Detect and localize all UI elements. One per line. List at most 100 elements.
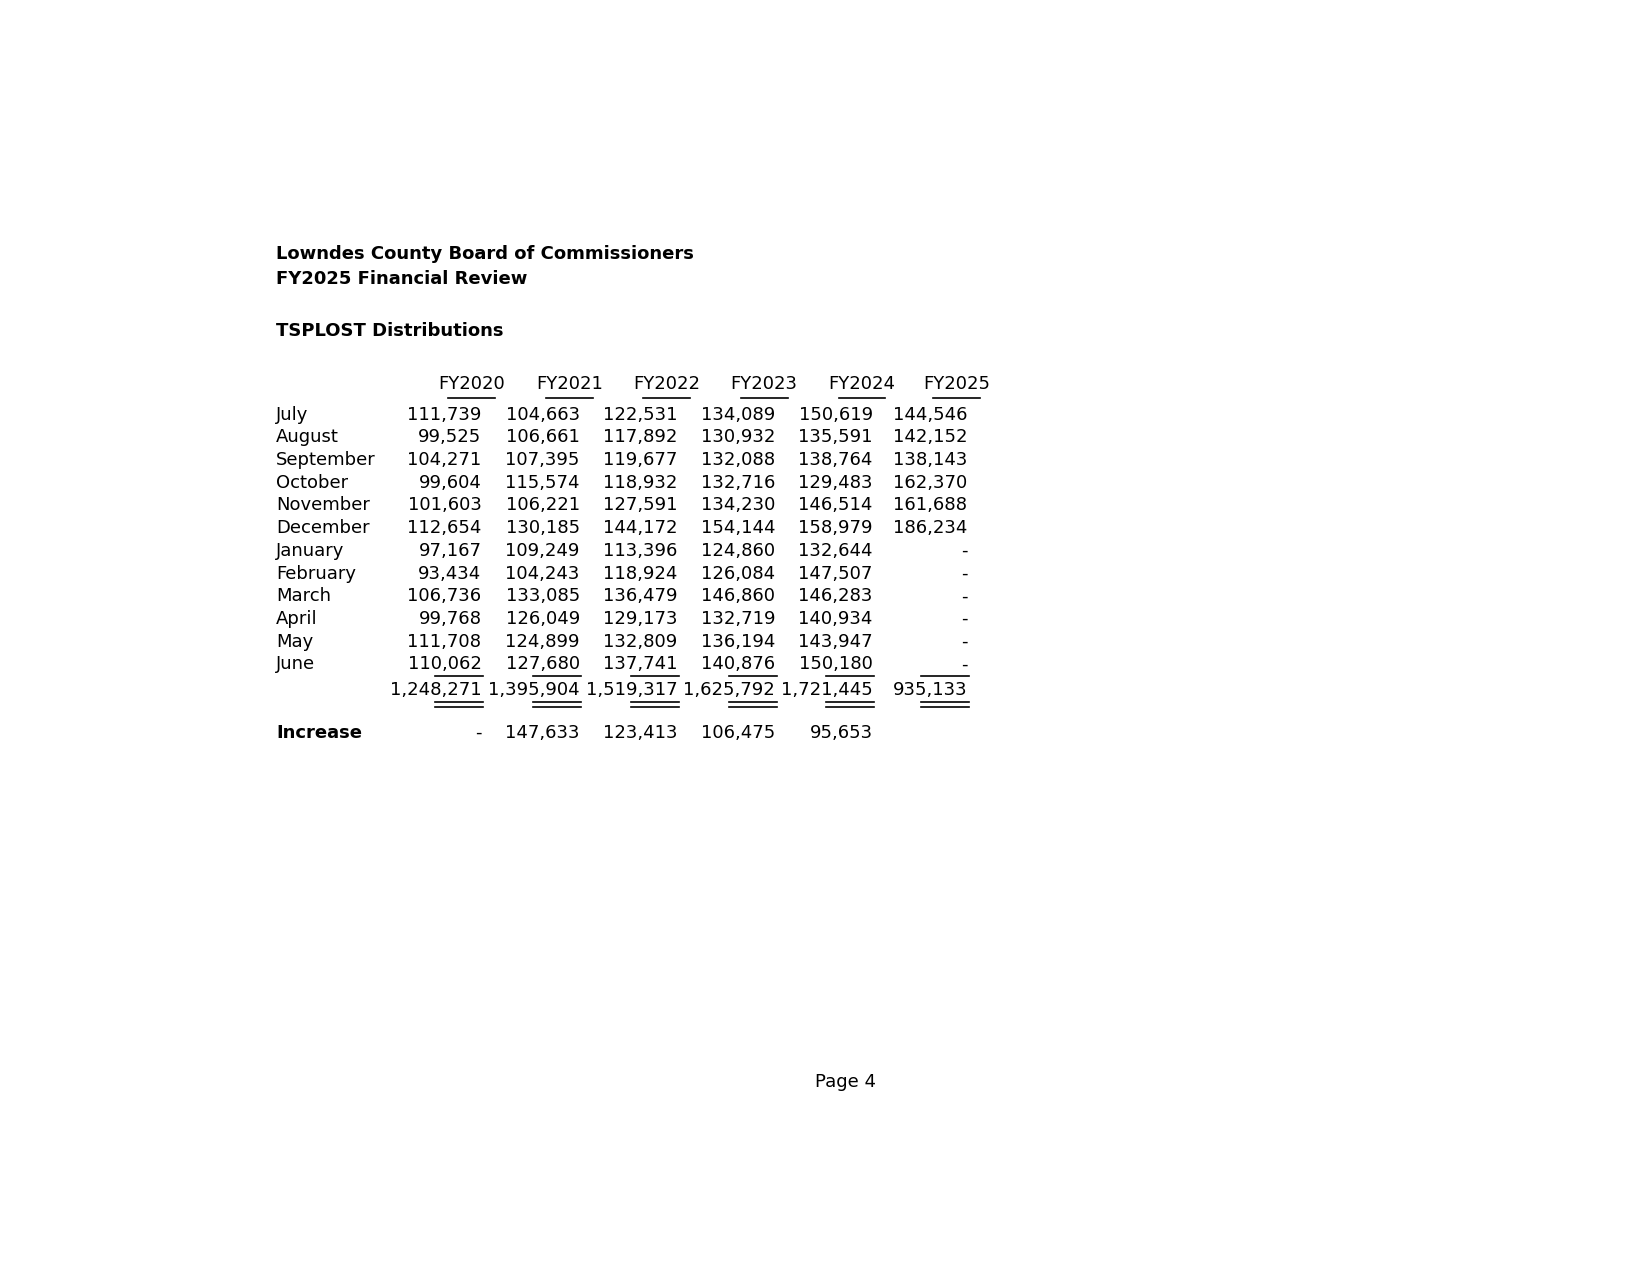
Text: 97,167: 97,167 <box>419 542 482 560</box>
Text: 126,049: 126,049 <box>505 609 579 629</box>
Text: FY2022: FY2022 <box>634 375 700 393</box>
Text: 106,736: 106,736 <box>408 588 482 606</box>
Text: 132,716: 132,716 <box>701 474 776 492</box>
Text: 154,144: 154,144 <box>701 519 776 537</box>
Text: 136,194: 136,194 <box>701 632 776 650</box>
Text: 130,932: 130,932 <box>701 428 776 446</box>
Text: 99,768: 99,768 <box>419 609 482 629</box>
Text: 1,395,904: 1,395,904 <box>488 681 579 699</box>
Text: FY2025 Financial Review: FY2025 Financial Review <box>276 270 528 288</box>
Text: 129,173: 129,173 <box>602 609 678 629</box>
Text: 106,661: 106,661 <box>507 428 579 446</box>
Text: -: - <box>960 588 967 606</box>
Text: 1,519,317: 1,519,317 <box>586 681 678 699</box>
Text: 117,892: 117,892 <box>604 428 678 446</box>
Text: 124,899: 124,899 <box>505 632 579 650</box>
Text: 132,809: 132,809 <box>604 632 678 650</box>
Text: October: October <box>276 474 348 492</box>
Text: 115,574: 115,574 <box>505 474 579 492</box>
Text: 106,475: 106,475 <box>701 724 776 742</box>
Text: 99,525: 99,525 <box>417 428 482 446</box>
Text: 123,413: 123,413 <box>602 724 678 742</box>
Text: 138,143: 138,143 <box>893 451 967 469</box>
Text: 146,514: 146,514 <box>799 496 873 514</box>
Text: 146,860: 146,860 <box>701 588 776 606</box>
Text: 111,708: 111,708 <box>408 632 482 650</box>
Text: 935,133: 935,133 <box>893 681 967 699</box>
Text: September: September <box>276 451 376 469</box>
Text: 138,764: 138,764 <box>799 451 873 469</box>
Text: December: December <box>276 519 370 537</box>
Text: 127,680: 127,680 <box>505 655 579 673</box>
Text: 144,546: 144,546 <box>893 405 967 423</box>
Text: Increase: Increase <box>276 724 361 742</box>
Text: 1,248,271: 1,248,271 <box>389 681 482 699</box>
Text: 140,876: 140,876 <box>701 655 776 673</box>
Text: -: - <box>960 565 967 583</box>
Text: 136,479: 136,479 <box>602 588 678 606</box>
Text: 1,721,445: 1,721,445 <box>780 681 873 699</box>
Text: 104,663: 104,663 <box>505 405 579 423</box>
Text: 118,924: 118,924 <box>604 565 678 583</box>
Text: 147,633: 147,633 <box>505 724 579 742</box>
Text: Lowndes County Board of Commissioners: Lowndes County Board of Commissioners <box>276 245 695 264</box>
Text: 1,625,792: 1,625,792 <box>683 681 775 699</box>
Text: 146,283: 146,283 <box>799 588 873 606</box>
Text: 150,180: 150,180 <box>799 655 873 673</box>
Text: 110,062: 110,062 <box>408 655 482 673</box>
Text: FY2024: FY2024 <box>828 375 896 393</box>
Text: 132,644: 132,644 <box>799 542 873 560</box>
Text: TSPLOST Distributions: TSPLOST Distributions <box>276 323 503 340</box>
Text: 135,591: 135,591 <box>799 428 873 446</box>
Text: 134,089: 134,089 <box>701 405 776 423</box>
Text: 147,507: 147,507 <box>799 565 873 583</box>
Text: 142,152: 142,152 <box>893 428 967 446</box>
Text: 111,739: 111,739 <box>408 405 482 423</box>
Text: 124,860: 124,860 <box>701 542 776 560</box>
Text: FY2020: FY2020 <box>437 375 505 393</box>
Text: 95,653: 95,653 <box>810 724 873 742</box>
Text: 113,396: 113,396 <box>604 542 678 560</box>
Text: -: - <box>475 724 482 742</box>
Text: February: February <box>276 565 356 583</box>
Text: 126,084: 126,084 <box>701 565 776 583</box>
Text: 186,234: 186,234 <box>893 519 967 537</box>
Text: Page 4: Page 4 <box>815 1074 876 1091</box>
Text: FY2021: FY2021 <box>536 375 604 393</box>
Text: 107,395: 107,395 <box>505 451 579 469</box>
Text: 129,483: 129,483 <box>799 474 873 492</box>
Text: 133,085: 133,085 <box>505 588 579 606</box>
Text: FY2023: FY2023 <box>731 375 797 393</box>
Text: 132,719: 132,719 <box>701 609 776 629</box>
Text: 143,947: 143,947 <box>799 632 873 650</box>
Text: 118,932: 118,932 <box>604 474 678 492</box>
Text: June: June <box>276 655 315 673</box>
Text: 132,088: 132,088 <box>701 451 776 469</box>
Text: 162,370: 162,370 <box>893 474 967 492</box>
Text: 104,243: 104,243 <box>505 565 579 583</box>
Text: -: - <box>960 655 967 673</box>
Text: 106,221: 106,221 <box>505 496 579 514</box>
Text: 161,688: 161,688 <box>893 496 967 514</box>
Text: 119,677: 119,677 <box>604 451 678 469</box>
Text: July: July <box>276 405 309 423</box>
Text: 140,934: 140,934 <box>799 609 873 629</box>
Text: 134,230: 134,230 <box>701 496 776 514</box>
Text: 112,654: 112,654 <box>408 519 482 537</box>
Text: 158,979: 158,979 <box>799 519 873 537</box>
Text: 99,604: 99,604 <box>419 474 482 492</box>
Text: March: March <box>276 588 332 606</box>
Text: January: January <box>276 542 345 560</box>
Text: May: May <box>276 632 314 650</box>
Text: 137,741: 137,741 <box>602 655 678 673</box>
Text: 122,531: 122,531 <box>602 405 678 423</box>
Text: 104,271: 104,271 <box>408 451 482 469</box>
Text: 93,434: 93,434 <box>417 565 482 583</box>
Text: 109,249: 109,249 <box>505 542 579 560</box>
Text: April: April <box>276 609 317 629</box>
Text: FY2025: FY2025 <box>922 375 990 393</box>
Text: -: - <box>960 609 967 629</box>
Text: 127,591: 127,591 <box>602 496 678 514</box>
Text: 130,185: 130,185 <box>505 519 579 537</box>
Text: November: November <box>276 496 370 514</box>
